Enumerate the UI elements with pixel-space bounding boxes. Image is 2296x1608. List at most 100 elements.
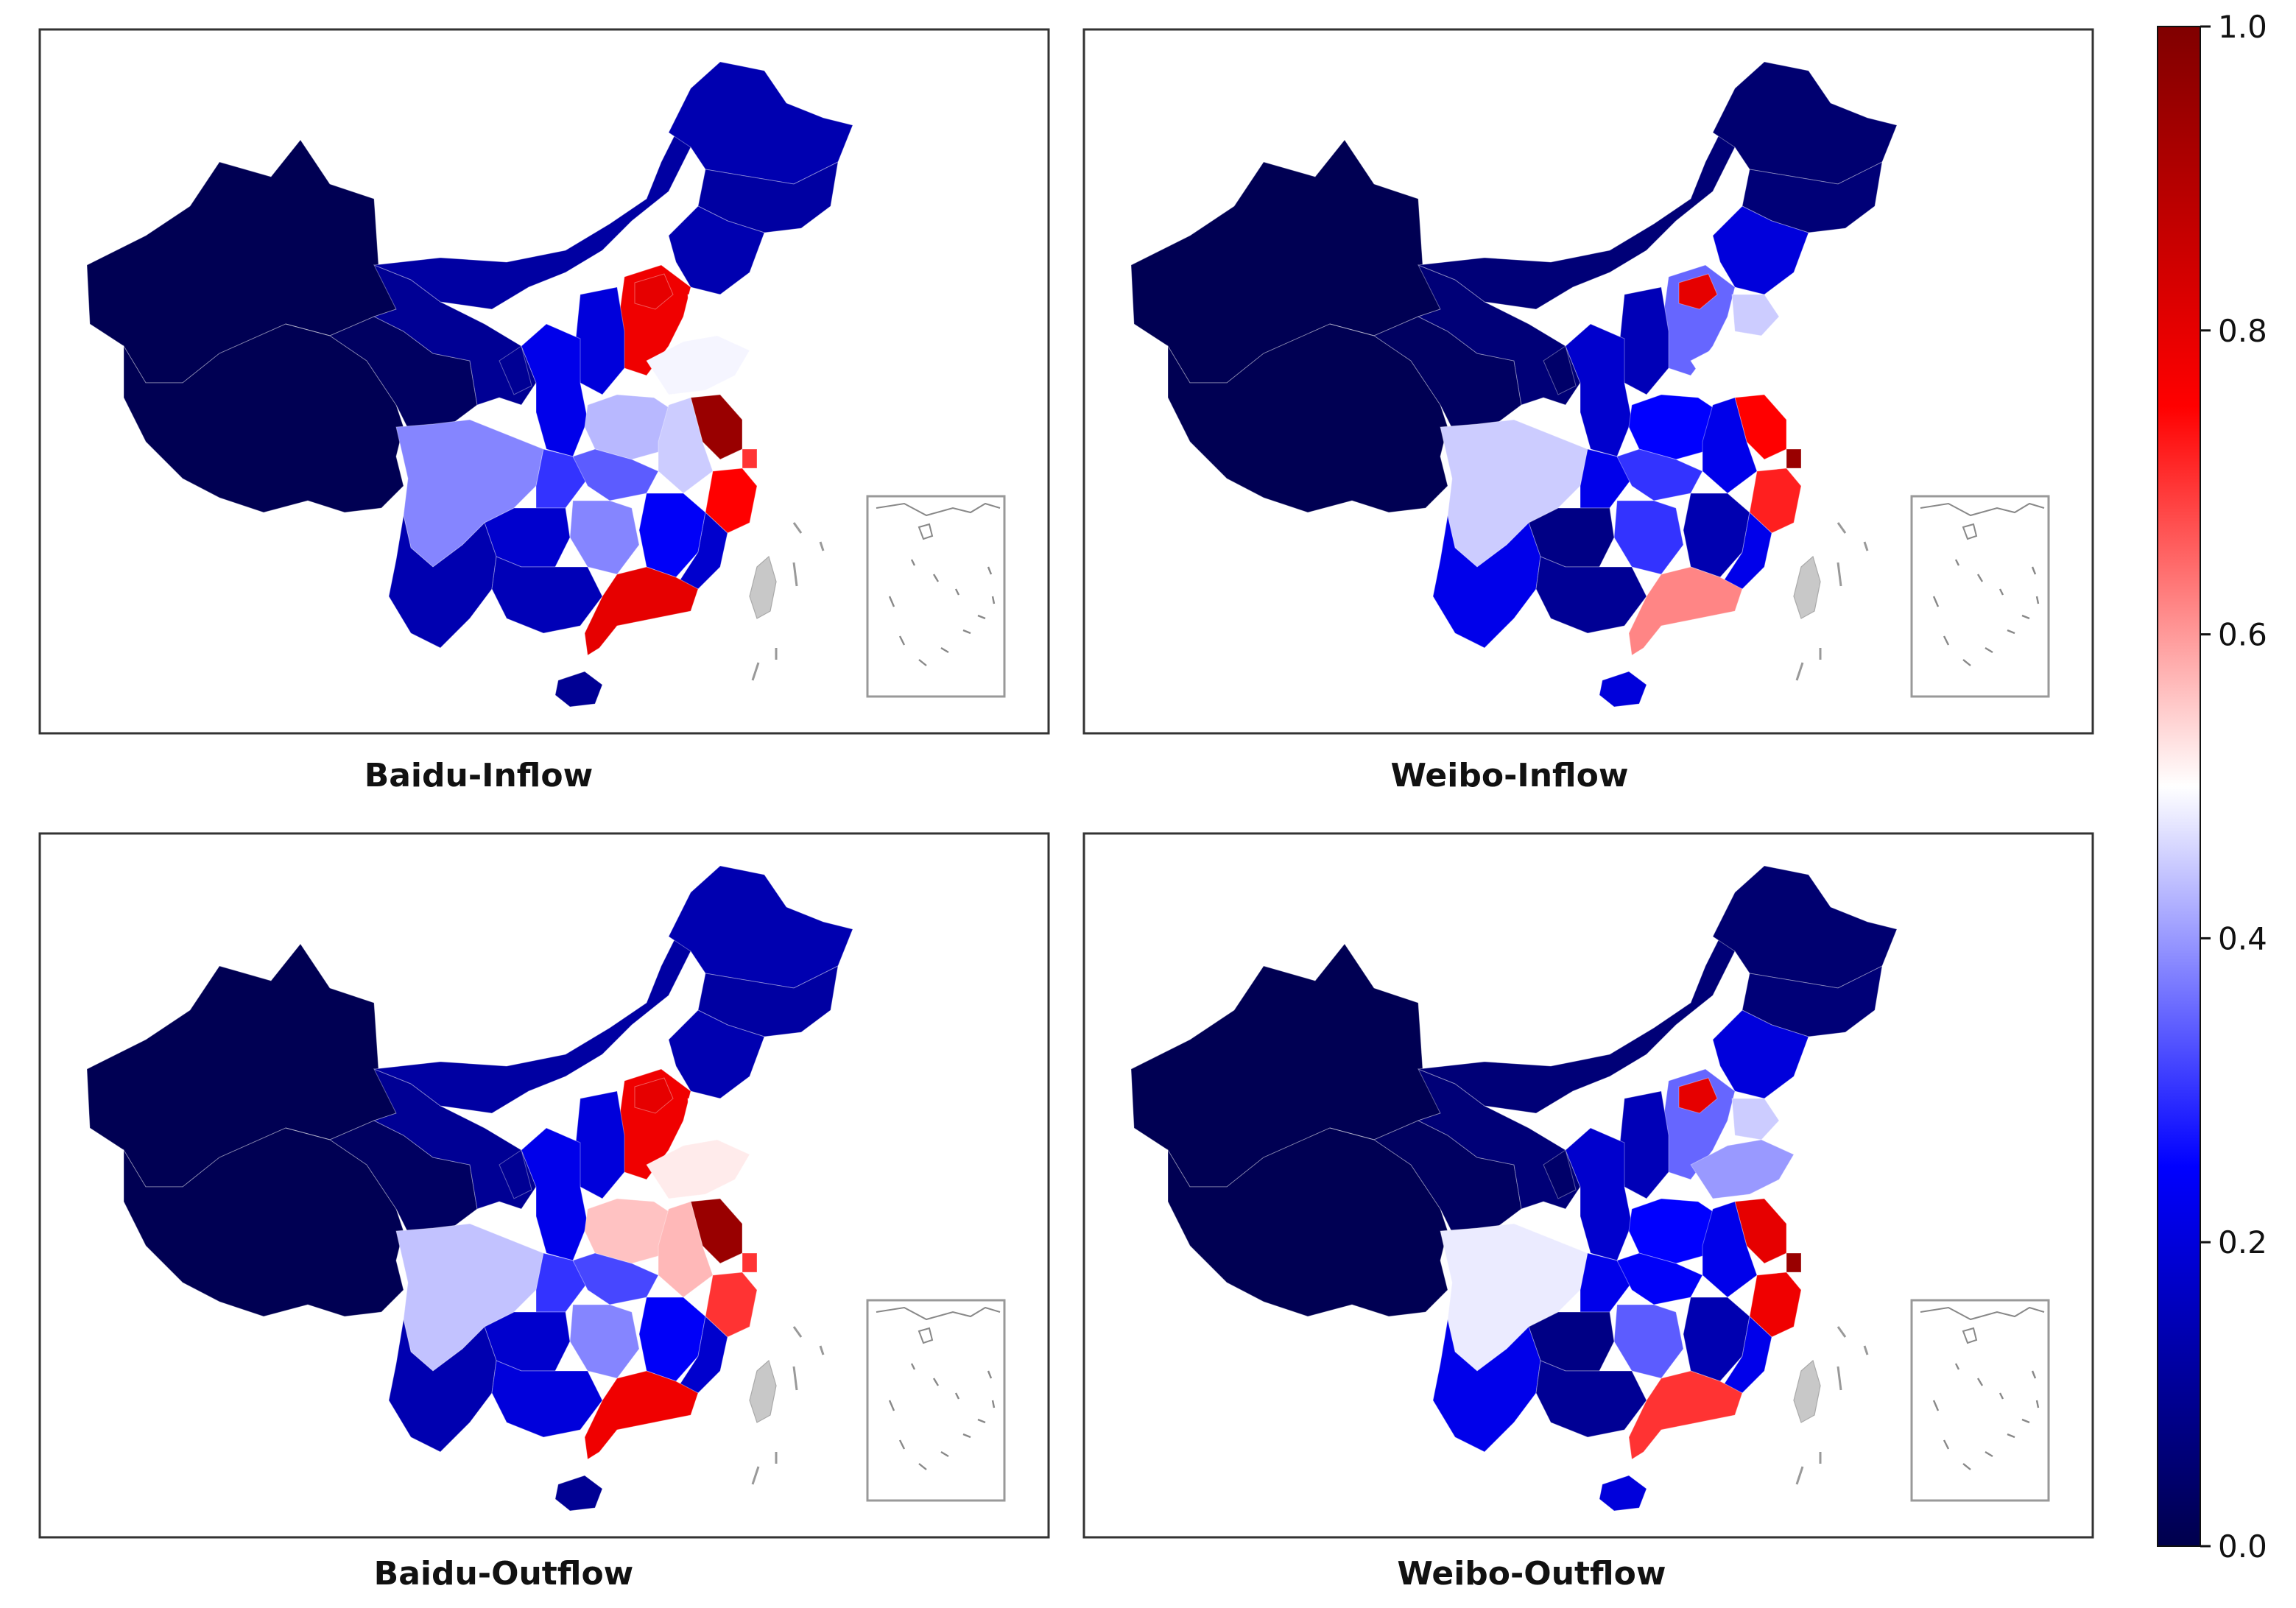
region-anhui bbox=[1702, 397, 1758, 494]
region-shaanxi bbox=[1565, 323, 1633, 457]
region-shanghai bbox=[1786, 448, 1802, 469]
region-hubei bbox=[572, 448, 659, 501]
region-beijing bbox=[634, 273, 674, 310]
map-panel-baidu-inflow: Baidu-Inflow bbox=[38, 28, 1050, 794]
map-panel-weibo-inflow: Weibo-Inflow bbox=[1082, 28, 2094, 794]
colorbar-tick-label: 0.6 bbox=[2218, 617, 2267, 653]
region-inner_mongolia bbox=[373, 936, 691, 1114]
island-marks bbox=[1932, 559, 2040, 666]
map-panel-baidu-outflow: Baidu-Outflow bbox=[38, 832, 1050, 1593]
region-jiangxi bbox=[638, 493, 706, 578]
region-jiangxi bbox=[1683, 1297, 1750, 1382]
island-marks bbox=[1795, 1326, 1869, 1485]
region-guangxi bbox=[1535, 556, 1647, 634]
island-marks bbox=[1795, 522, 1869, 681]
south-china-sea-inset bbox=[1910, 1299, 2050, 1502]
region-shaanxi bbox=[1565, 1127, 1633, 1261]
panel-title: Baidu-Inflow bbox=[365, 757, 594, 794]
china-map bbox=[1130, 61, 2050, 708]
island-marks bbox=[876, 502, 1001, 517]
colorbar-ticks: 0.0 0.2 0.4 0.6 0.8 1.0 bbox=[2200, 9, 2267, 1565]
region-shanghai bbox=[742, 1252, 758, 1273]
panel-title: Weibo-Outflow bbox=[1397, 1555, 1666, 1593]
region-taiwan bbox=[1793, 1359, 1821, 1423]
region-shandong bbox=[646, 1139, 750, 1199]
region-shandong bbox=[1690, 1139, 1795, 1199]
region-inner_mongolia bbox=[1418, 936, 1736, 1114]
region-taiwan bbox=[1793, 555, 1821, 619]
region-ningxia bbox=[499, 1149, 532, 1199]
region-jiangxi bbox=[1683, 493, 1750, 578]
panel-title: Weibo-Inflow bbox=[1390, 757, 1628, 794]
region-guizhou bbox=[1528, 507, 1615, 568]
china-map bbox=[86, 61, 1006, 708]
region-tibet bbox=[123, 323, 404, 513]
region-hunan bbox=[569, 1304, 640, 1379]
region-taiwan bbox=[749, 555, 777, 619]
region-hunan bbox=[1613, 500, 1684, 575]
china-map bbox=[86, 865, 1006, 1512]
colorbar-tick-label: 0.4 bbox=[2218, 920, 2267, 956]
region-tianjin bbox=[687, 1098, 736, 1140]
region-guizhou bbox=[484, 1311, 571, 1372]
colorbar-tick-label: 0.2 bbox=[2218, 1224, 2267, 1260]
region-tianjin bbox=[687, 294, 736, 336]
region-beijing bbox=[634, 1077, 674, 1114]
region-shanghai bbox=[742, 448, 758, 469]
island-marks bbox=[1920, 502, 2045, 517]
region-anhui bbox=[1702, 1201, 1758, 1298]
colorbar-bar bbox=[2157, 26, 2201, 1547]
island-marks bbox=[888, 1363, 996, 1470]
region-ningxia bbox=[1543, 345, 1577, 395]
map-panel-weibo-outflow: Weibo-Outflow bbox=[1082, 832, 2094, 1593]
region-gansu bbox=[1417, 1068, 1581, 1210]
region-tibet bbox=[1167, 1127, 1448, 1317]
region-guizhou bbox=[1528, 1311, 1615, 1372]
island-marks bbox=[751, 522, 825, 681]
region-guangdong bbox=[1628, 566, 1743, 656]
region-guangxi bbox=[1535, 1360, 1647, 1438]
region-gansu bbox=[373, 1068, 537, 1210]
region-gansu bbox=[373, 264, 537, 406]
island-marks bbox=[1962, 1327, 1978, 1344]
island-marks bbox=[888, 559, 996, 666]
region-hainan bbox=[554, 1475, 603, 1512]
colorbar-tick-label: 1.0 bbox=[2218, 9, 2267, 45]
region-shaanxi bbox=[521, 323, 588, 457]
region-hainan bbox=[1599, 671, 1647, 708]
colorbar-tick-label: 0.8 bbox=[2218, 313, 2267, 349]
region-inner_mongolia bbox=[373, 132, 691, 310]
region-anhui bbox=[658, 1201, 714, 1298]
region-taiwan bbox=[749, 1359, 777, 1423]
region-tibet bbox=[1167, 323, 1448, 513]
region-anhui bbox=[658, 397, 714, 494]
region-hubei bbox=[572, 1252, 659, 1305]
island-marks bbox=[1932, 1363, 2040, 1470]
region-beijing bbox=[1678, 273, 1718, 310]
south-china-sea-inset bbox=[1910, 495, 2050, 698]
region-shaanxi bbox=[521, 1127, 588, 1261]
island-marks bbox=[876, 1306, 1001, 1321]
region-hubei bbox=[1616, 1252, 1703, 1305]
south-china-sea-inset bbox=[866, 495, 1006, 698]
region-guangdong bbox=[584, 566, 699, 656]
region-guangxi bbox=[491, 1360, 603, 1438]
colorbar: 0.0 0.2 0.4 0.6 0.8 1.0 bbox=[2157, 9, 2267, 1565]
region-hainan bbox=[1599, 1475, 1647, 1512]
china-map bbox=[1130, 865, 2050, 1512]
south-china-sea-inset bbox=[866, 1299, 1006, 1502]
island-marks bbox=[1920, 1306, 2045, 1321]
region-guangdong bbox=[584, 1370, 699, 1460]
region-tibet bbox=[123, 1127, 404, 1317]
region-inner_mongolia bbox=[1418, 132, 1736, 310]
region-shandong bbox=[1690, 335, 1795, 395]
island-marks bbox=[1962, 523, 1978, 540]
colorbar-tick-label: 0.0 bbox=[2218, 1528, 2267, 1565]
region-gansu bbox=[1417, 264, 1581, 406]
island-marks bbox=[918, 523, 934, 540]
region-shandong bbox=[646, 335, 750, 395]
region-hainan bbox=[554, 671, 603, 708]
region-guangxi bbox=[491, 556, 603, 634]
region-ningxia bbox=[499, 345, 532, 395]
